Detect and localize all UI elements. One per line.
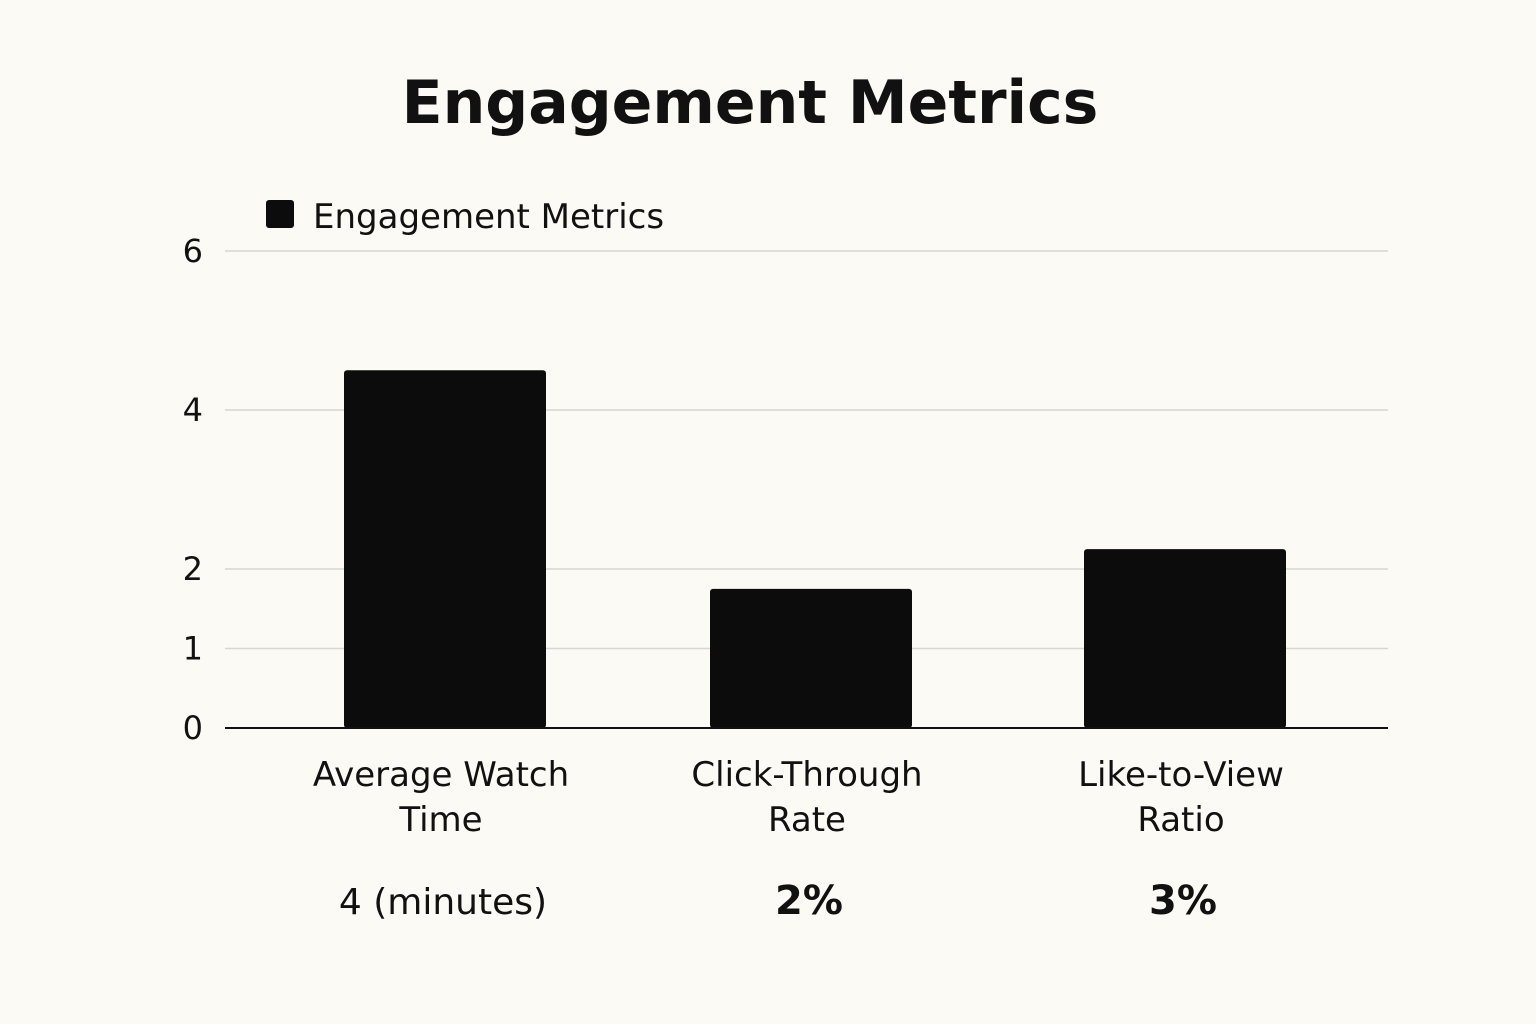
bar [1084, 549, 1286, 728]
x-tick-label: Ratio [1137, 800, 1224, 840]
value-label: 3% [1149, 878, 1217, 924]
legend: Engagement Metrics [266, 197, 664, 237]
x-tick-label: Time [398, 800, 482, 840]
x-tick-label: Like-to-View [1078, 755, 1284, 795]
chart-title: Engagement Metrics [402, 68, 1099, 138]
bars [344, 370, 1286, 728]
value-label: 4 (minutes) [339, 882, 547, 923]
y-tick-label: 2 [183, 550, 203, 588]
x-tick-label: Click-Through [691, 755, 922, 795]
value-labels: 4 (minutes) 2% 3% [339, 878, 1217, 924]
legend-label: Engagement Metrics [313, 197, 664, 237]
value-label: 2% [775, 878, 843, 924]
y-tick-label: 4 [183, 391, 203, 429]
x-tick-label: Average Watch [313, 755, 569, 795]
x-tick-label: Rate [768, 800, 846, 840]
y-axis-ticks: 0 1 2 4 6 [183, 232, 203, 747]
bar [710, 588, 912, 728]
y-tick-label: 0 [183, 709, 203, 747]
y-tick-label: 6 [183, 232, 203, 270]
x-axis-labels: Average Watch Time Click-Through Rate Like-t… [313, 755, 1284, 840]
legend-swatch [266, 200, 294, 228]
bar [344, 370, 546, 728]
y-tick-label: 1 [183, 630, 203, 668]
